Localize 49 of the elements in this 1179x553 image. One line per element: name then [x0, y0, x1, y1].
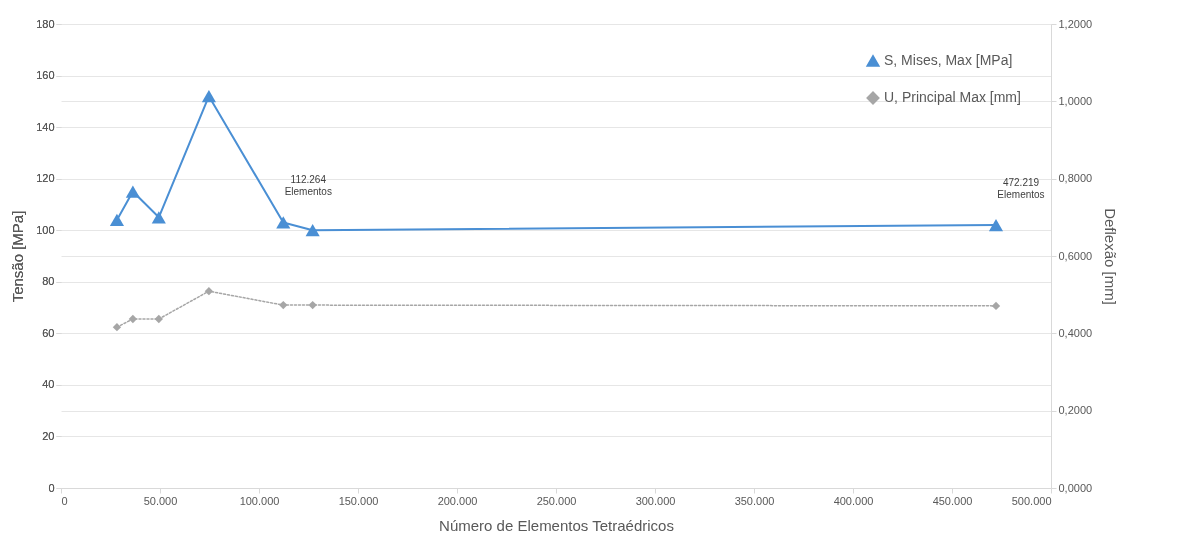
legend-label: S, Mises, Max [MPa] — [884, 52, 1013, 68]
y-tick-label: 120 — [36, 172, 55, 185]
y2-tick-label: 0,6000 — [1058, 249, 1093, 262]
point — [991, 301, 1001, 311]
y2-tick-label: 0,8000 — [1058, 172, 1093, 185]
point — [988, 218, 1004, 232]
x-tick-label: 500.000 — [1011, 494, 1052, 507]
point — [305, 224, 320, 237]
y2-tick-label: 1,2000 — [1058, 17, 1093, 30]
x-tick-label: 100.000 — [239, 494, 280, 507]
point — [125, 185, 140, 198]
x-tick-label: 50.000 — [143, 494, 178, 507]
y2-tick-label: 1,0000 — [1058, 94, 1093, 107]
annotation: 472.219 Elementos — [997, 177, 1045, 201]
x-tick-label: 0 — [61, 494, 68, 507]
point — [151, 211, 166, 224]
y2-tick-label: 0,2000 — [1058, 404, 1093, 417]
y-tick-label: 20 — [42, 429, 55, 442]
x-tick-label: 250.000 — [536, 494, 577, 507]
x-tick-label: 400.000 — [833, 494, 874, 507]
point — [279, 300, 288, 310]
y-tick-label: 160 — [36, 69, 55, 82]
y-axis-title: Tensão [MPa] — [9, 210, 27, 303]
x-tick-label: 300.000 — [635, 494, 676, 507]
y-tick-label: 180 — [36, 17, 55, 30]
x-tick-label: 450.000 — [932, 494, 973, 507]
annotation: 112.264 Elementos — [284, 174, 332, 198]
point — [201, 90, 216, 103]
point — [128, 314, 138, 324]
x-tick-label: 350.000 — [734, 494, 775, 507]
x-axis-title: Número de Elementos Tetraédricos — [439, 516, 674, 534]
y-tick-label: 0 — [48, 481, 55, 494]
point — [109, 213, 125, 227]
x-tick-label: 150.000 — [338, 494, 379, 507]
y-tick-label: 80 — [42, 275, 55, 288]
y-tick-label: 60 — [42, 326, 55, 339]
point — [112, 322, 122, 332]
x-tick-label: 200.000 — [437, 494, 478, 507]
legend-label: U, Principal Max [mm] — [884, 89, 1021, 105]
point — [204, 287, 214, 296]
point — [276, 216, 291, 229]
y-tick-label: 100 — [36, 223, 55, 236]
y2-axis-title: Deflexão [mm] — [1102, 208, 1120, 305]
y-tick-label: 40 — [42, 378, 55, 391]
y-tick-label: 140 — [36, 120, 55, 133]
y2-tick-label: 0,0000 — [1058, 481, 1093, 494]
point — [308, 300, 317, 310]
y2-tick-label: 0,4000 — [1058, 326, 1093, 339]
point — [154, 314, 163, 324]
